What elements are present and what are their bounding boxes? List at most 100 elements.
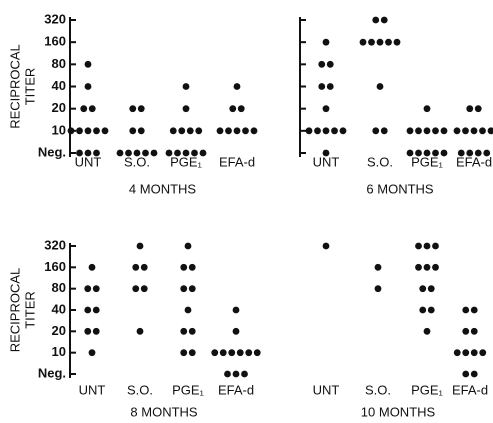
data-point: [242, 127, 249, 135]
data-point: [423, 127, 431, 135]
panel-label: 10 MONTHS: [361, 404, 436, 419]
x-tick-label: PGE₁: [172, 382, 204, 397]
data-point: [180, 327, 188, 335]
data-point: [178, 127, 186, 135]
data-point: [88, 263, 96, 271]
data-point: [84, 127, 92, 135]
data-point: [474, 149, 482, 157]
data-point: [318, 83, 326, 90]
data-point: [182, 149, 190, 157]
data-point: [92, 327, 100, 335]
data-point: [92, 285, 100, 293]
data-point: [174, 149, 181, 157]
y-tick-label: 160: [44, 34, 66, 49]
data-point: [186, 127, 194, 135]
data-point: [188, 349, 196, 357]
y-axis-label: TITER: [22, 291, 37, 329]
x-tick-label: PGE₁: [411, 154, 443, 169]
x-tick-label: UNT: [313, 382, 340, 397]
y-tick-label: 20: [52, 323, 66, 338]
data-point: [440, 127, 448, 135]
data-point: [180, 285, 188, 293]
data-point: [76, 149, 83, 157]
data-point: [487, 127, 493, 135]
y-tick-label: 80: [52, 56, 66, 71]
data-point: [427, 285, 435, 293]
y-tick-label: Neg.: [38, 144, 66, 159]
data-point: [132, 263, 140, 271]
data-point: [470, 306, 478, 314]
data-point: [406, 127, 414, 135]
data-point: [415, 242, 422, 250]
data-point: [314, 127, 321, 135]
x-tick-label: S.O.: [367, 154, 393, 169]
data-point: [419, 306, 427, 314]
data-point: [423, 149, 431, 157]
data-point: [180, 349, 188, 357]
data-point: [427, 306, 435, 314]
data-point: [415, 127, 422, 135]
data-point: [385, 38, 392, 46]
data-point: [88, 349, 96, 357]
data-point: [462, 327, 470, 335]
data-point: [423, 327, 431, 335]
data-point: [322, 127, 330, 135]
y-tick-label: 10: [52, 122, 66, 137]
data-point: [359, 38, 367, 46]
x-tick-label: EFA-d: [218, 382, 254, 397]
data-point: [368, 38, 375, 46]
data-point: [305, 127, 313, 135]
data-point: [84, 285, 92, 293]
data-point: [432, 263, 439, 271]
y-tick-label: 40: [52, 301, 66, 316]
y-tick-label: 320: [44, 237, 66, 252]
data-point: [331, 127, 338, 135]
data-point: [470, 327, 478, 335]
data-point: [483, 149, 491, 157]
y-tick-label: 160: [44, 259, 66, 274]
data-point: [322, 38, 330, 46]
data-point: [250, 127, 258, 135]
data-point: [462, 370, 470, 378]
data-point: [432, 242, 439, 250]
data-point: [432, 149, 439, 157]
data-point: [232, 327, 240, 335]
data-point: [479, 349, 487, 357]
panel-label: 4 MONTHS: [129, 181, 197, 196]
data-point: [184, 242, 192, 250]
data-point: [136, 242, 144, 250]
data-point: [228, 349, 236, 357]
data-point: [457, 149, 465, 157]
y-tick-label: 320: [44, 11, 66, 26]
data-point: [137, 105, 145, 113]
data-point: [182, 83, 190, 90]
data-point: [182, 105, 190, 113]
data-point: [92, 306, 100, 314]
data-point: [474, 105, 482, 113]
data-point: [93, 149, 100, 157]
data-point: [462, 127, 469, 135]
data-point: [216, 127, 224, 135]
data-point: [470, 349, 478, 357]
data-point: [423, 105, 431, 113]
data-point: [415, 149, 422, 157]
data-point: [84, 60, 92, 68]
data-point: [140, 263, 148, 271]
x-tick-label: EFA-d: [219, 154, 255, 169]
data-point: [374, 285, 382, 293]
data-point: [322, 149, 330, 157]
data-point: [406, 149, 414, 157]
y-tick-label: Neg.: [38, 365, 66, 380]
data-point: [199, 149, 207, 157]
data-point: [150, 149, 158, 157]
data-point: [195, 127, 203, 135]
data-point: [462, 349, 470, 357]
data-point: [470, 370, 478, 378]
x-tick-label: PGE₁: [411, 382, 443, 397]
y-tick-label: 40: [52, 78, 66, 93]
data-point: [339, 127, 347, 135]
data-point: [233, 127, 241, 135]
data-point: [67, 127, 75, 135]
x-tick-label: S.O.: [365, 382, 391, 397]
data-point: [137, 127, 145, 135]
